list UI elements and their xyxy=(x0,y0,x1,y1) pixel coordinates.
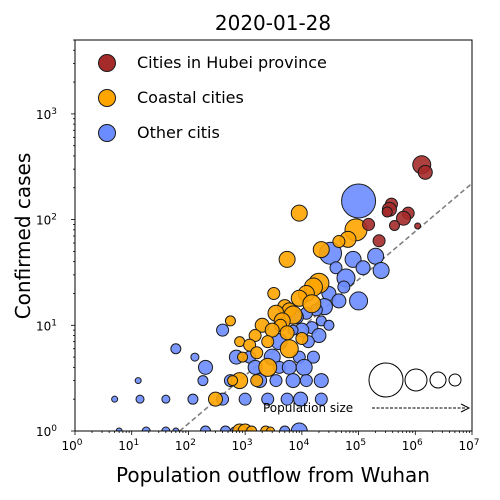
data-point xyxy=(199,360,213,374)
y-axis: 100 101 102 103 xyxy=(36,40,75,439)
size-legend-circle xyxy=(449,374,461,386)
data-point xyxy=(324,320,334,330)
plot-area xyxy=(112,156,472,439)
size-legend-label: Population size xyxy=(263,401,353,415)
data-point xyxy=(314,374,328,388)
data-point xyxy=(389,220,399,230)
data-point xyxy=(373,235,385,247)
data-point xyxy=(418,165,432,179)
data-point xyxy=(162,395,170,403)
y-axis-title: Confirmed cases xyxy=(11,153,35,320)
data-point xyxy=(198,376,208,386)
data-point xyxy=(313,242,329,258)
data-point xyxy=(208,392,222,406)
data-point xyxy=(280,340,298,358)
data-point xyxy=(191,353,199,361)
y-tick-label: 102 xyxy=(36,213,57,228)
data-point xyxy=(350,292,368,310)
data-point xyxy=(171,344,181,354)
data-point xyxy=(217,324,229,336)
data-point xyxy=(332,294,346,308)
data-point xyxy=(382,207,392,217)
data-point xyxy=(112,396,118,402)
legend-label: Coastal cities xyxy=(137,88,244,107)
x-tick-label: 104 xyxy=(288,438,309,453)
y-tick-label: 101 xyxy=(36,318,57,333)
data-point xyxy=(286,374,300,388)
x-tick-label: 106 xyxy=(402,438,423,453)
legend-marker xyxy=(99,55,116,72)
data-point xyxy=(280,326,294,340)
data-point xyxy=(296,333,308,345)
data-point xyxy=(300,375,312,387)
x-axis-title: Population outflow from Wuhan xyxy=(116,463,430,487)
x-tick-label: 103 xyxy=(232,438,253,453)
data-point xyxy=(251,375,263,387)
data-point xyxy=(251,347,263,359)
data-point xyxy=(303,295,321,313)
data-point xyxy=(415,223,421,229)
data-point xyxy=(279,251,295,267)
size-legend-circle xyxy=(369,363,403,397)
data-point xyxy=(262,336,274,348)
data-point xyxy=(135,378,141,384)
data-point xyxy=(239,393,251,405)
legend: Cities in Hubei province Coastal cities Ot… xyxy=(99,53,327,142)
y-tick-label: 100 xyxy=(36,424,57,439)
x-tick-label: 102 xyxy=(175,438,196,453)
data-point xyxy=(342,184,376,218)
x-tick-label: 100 xyxy=(61,438,82,453)
data-point xyxy=(259,358,277,376)
data-point xyxy=(225,316,235,326)
data-point xyxy=(188,394,198,404)
legend-marker xyxy=(99,125,116,142)
data-point xyxy=(268,287,280,299)
data-point xyxy=(296,359,312,375)
x-tick-label: 107 xyxy=(458,438,479,453)
data-point xyxy=(291,205,307,221)
x-axis: 100 101 102 103 104 105 106 107 xyxy=(61,431,479,453)
y-tick-label: 103 xyxy=(36,107,57,122)
legend-label: Cities in Hubei province xyxy=(137,53,327,72)
data-point xyxy=(265,323,279,337)
legend-marker xyxy=(99,90,116,107)
data-point xyxy=(373,262,389,278)
data-point xyxy=(228,376,238,386)
data-point xyxy=(238,352,248,362)
size-legend-circle xyxy=(405,369,427,391)
data-point xyxy=(333,236,345,248)
data-point xyxy=(363,218,375,230)
chart-title: 2020-01-28 xyxy=(215,11,331,35)
size-legend-circle xyxy=(430,372,446,388)
data-point xyxy=(282,360,296,374)
x-tick-label: 105 xyxy=(345,438,366,453)
legend-label: Other citis xyxy=(137,123,220,142)
data-point xyxy=(356,261,370,275)
data-point xyxy=(270,375,282,387)
data-point xyxy=(368,248,384,264)
x-tick-label: 101 xyxy=(118,438,139,453)
data-point xyxy=(136,395,144,403)
data-point xyxy=(338,281,350,293)
